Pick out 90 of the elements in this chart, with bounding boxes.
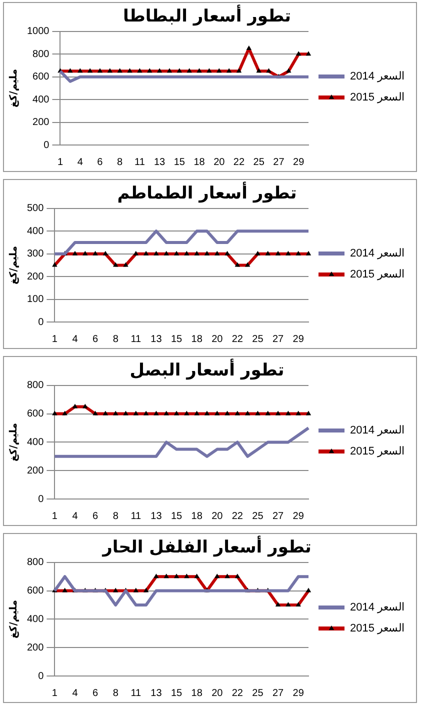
x-tick-label: 4 [72,510,78,522]
y-tick-label: 600 [26,408,44,420]
x-tick-label: 25 [252,688,264,699]
x-tick-label: 20 [212,334,224,345]
x-tick-label: 18 [191,510,203,522]
x-tick-label: 11 [130,510,142,522]
y-tick-label: 0 [44,140,50,151]
y-tick-label: 0 [38,494,44,505]
x-tick-label: 20 [212,688,224,699]
y-tick-label: 1000 [26,26,50,38]
x-tick-label: 15 [170,688,183,699]
y-tick-label: 200 [26,271,44,282]
x-tick-label: 11 [130,334,142,345]
x-tick-label: 6 [92,688,99,699]
y-tick-label: 800 [32,48,50,60]
y-tick-label: 0 [38,670,44,682]
x-tick-label: 6 [92,334,99,345]
x-tick-label: 18 [191,688,203,699]
x-tick-label: 15 [170,510,183,522]
legend-label: السعر 2015 [350,622,405,635]
x-tick-label: 6 [97,156,104,168]
legend-label: السعر 2015 [350,268,405,281]
x-tick-label: 29 [292,334,304,345]
x-tick-label: 1 [52,688,58,699]
y-tick-label: 200 [26,642,44,654]
y-tick-label: 500 [26,203,44,214]
x-tick-label: 22 [232,334,244,345]
y-tick-label: 800 [26,557,44,568]
legend-label: السعر 2014 [350,70,405,83]
y-axis-title: مليم/كغ [8,600,20,638]
chart-title: تطور أسعار الفلفل الحار [102,536,312,558]
y-tick-label: 0 [38,316,44,328]
y-tick-label: 300 [26,248,44,260]
x-tick-label: 4 [72,688,78,699]
x-tick-label: 8 [112,334,119,345]
y-tick-label: 600 [32,72,50,83]
y-tick-label: 600 [26,586,44,597]
legend-label: السعر 2015 [350,446,405,458]
x-tick-label: 29 [293,156,305,168]
x-tick-label: 13 [154,156,166,168]
y-tick-label: 400 [26,226,44,237]
y-axis-title: مليم/كغ [8,68,20,108]
x-tick-label: 18 [191,334,203,345]
y-tick-label: 200 [26,465,44,476]
x-tick-label: 27 [272,510,284,522]
legend-label: السعر 2015 [350,92,405,104]
y-axis-title: مليم/كغ [8,246,20,284]
y-tick-label: 200 [32,117,50,128]
x-tick-label: 6 [92,510,99,522]
x-tick-label: 29 [292,688,304,699]
y-tick-label: 400 [32,94,50,106]
x-tick-label: 29 [292,510,304,522]
y-tick-label: 800 [26,380,44,392]
x-tick-label: 20 [212,510,224,522]
x-tick-label: 15 [170,334,183,345]
legend-label: السعر 2014 [350,424,405,437]
x-tick-label: 1 [57,156,64,168]
x-tick-label: 27 [272,334,284,345]
x-tick-label: 25 [253,156,265,168]
x-tick-label: 1 [52,510,58,522]
x-tick-label: 22 [233,156,245,168]
x-tick-label: 13 [150,688,162,699]
x-tick-label: 15 [174,156,186,168]
chart-title: تطور أسعار البصل [130,358,284,381]
x-tick-label: 11 [130,688,142,699]
x-tick-label: 18 [194,156,206,168]
legend-label: السعر 2014 [350,248,405,260]
x-tick-label: 11 [134,156,146,168]
chart-title: تطور أسعار الطماطم [117,182,297,204]
x-tick-label: 25 [252,334,264,345]
x-tick-label: 1 [52,334,58,345]
y-tick-label: 400 [26,614,44,625]
x-tick-label: 25 [252,510,264,522]
x-tick-label: 8 [117,156,124,168]
x-tick-label: 22 [232,688,244,699]
y-tick-label: 100 [26,294,44,306]
y-tick-label: 400 [26,436,44,448]
x-tick-label: 20 [214,156,226,168]
x-tick-label: 4 [77,156,84,168]
x-tick-label: 8 [112,510,119,522]
x-tick-label: 13 [150,334,162,345]
y-axis-title: مليم/كغ [8,422,20,462]
x-tick-label: 8 [112,688,119,699]
legend-label: السعر 2014 [350,602,405,614]
chart-title: تطور أسعار البطاطا [122,4,292,27]
x-tick-label: 22 [232,510,244,522]
x-tick-label: 13 [150,510,162,522]
x-tick-label: 4 [72,334,78,345]
x-tick-label: 27 [273,156,285,168]
x-tick-label: 27 [272,688,284,699]
